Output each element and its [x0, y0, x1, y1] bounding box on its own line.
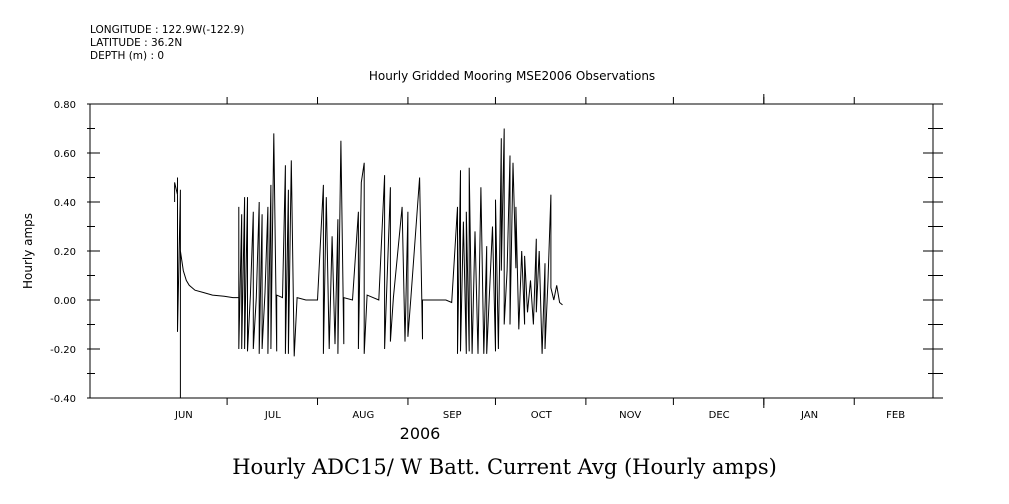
x-month-label: JUN	[174, 410, 193, 421]
x-axis: JUN JUL AUG SEP OCT NOV DEC JAN FEB	[174, 94, 905, 421]
x-month-label: NOV	[619, 410, 641, 421]
x-month-label: SEP	[443, 410, 462, 421]
x-month-label: FEB	[886, 410, 905, 421]
y-tick-label: 0.60	[54, 149, 76, 160]
x-month-label: DEC	[709, 410, 730, 421]
chart-title: Hourly Gridded Mooring MSE2006 Observati…	[369, 69, 655, 83]
longitude-label: LONGITUDE : 122.9W(-122.9)	[90, 24, 245, 36]
depth-label: DEPTH (m) : 0	[90, 50, 165, 62]
y-axis-label: Hourly amps	[21, 213, 35, 289]
x-month-label: AUG	[352, 410, 374, 421]
y-tick-label: -0.40	[50, 394, 76, 405]
series-line	[174, 128, 563, 398]
y-axis: -0.40 -0.20 0.00 0.20 0.40 0.60 0.80	[50, 100, 943, 405]
series-group	[174, 128, 563, 398]
y-tick-label: 0.00	[54, 296, 76, 307]
x-month-label: OCT	[531, 410, 553, 421]
x-month-label: JUL	[264, 410, 281, 421]
y-tick-label: 0.20	[54, 247, 76, 258]
x-axis-year-label: 2006	[400, 424, 441, 443]
y-tick-label: -0.20	[50, 345, 76, 356]
x-month-label: JAN	[800, 410, 818, 421]
variable-title: Hourly ADC15/ W Batt. Current Avg (Hourl…	[232, 455, 777, 479]
y-tick-label: 0.80	[54, 100, 76, 111]
latitude-label: LATITUDE : 36.2N	[90, 37, 183, 49]
y-tick-label: 0.40	[54, 198, 76, 209]
